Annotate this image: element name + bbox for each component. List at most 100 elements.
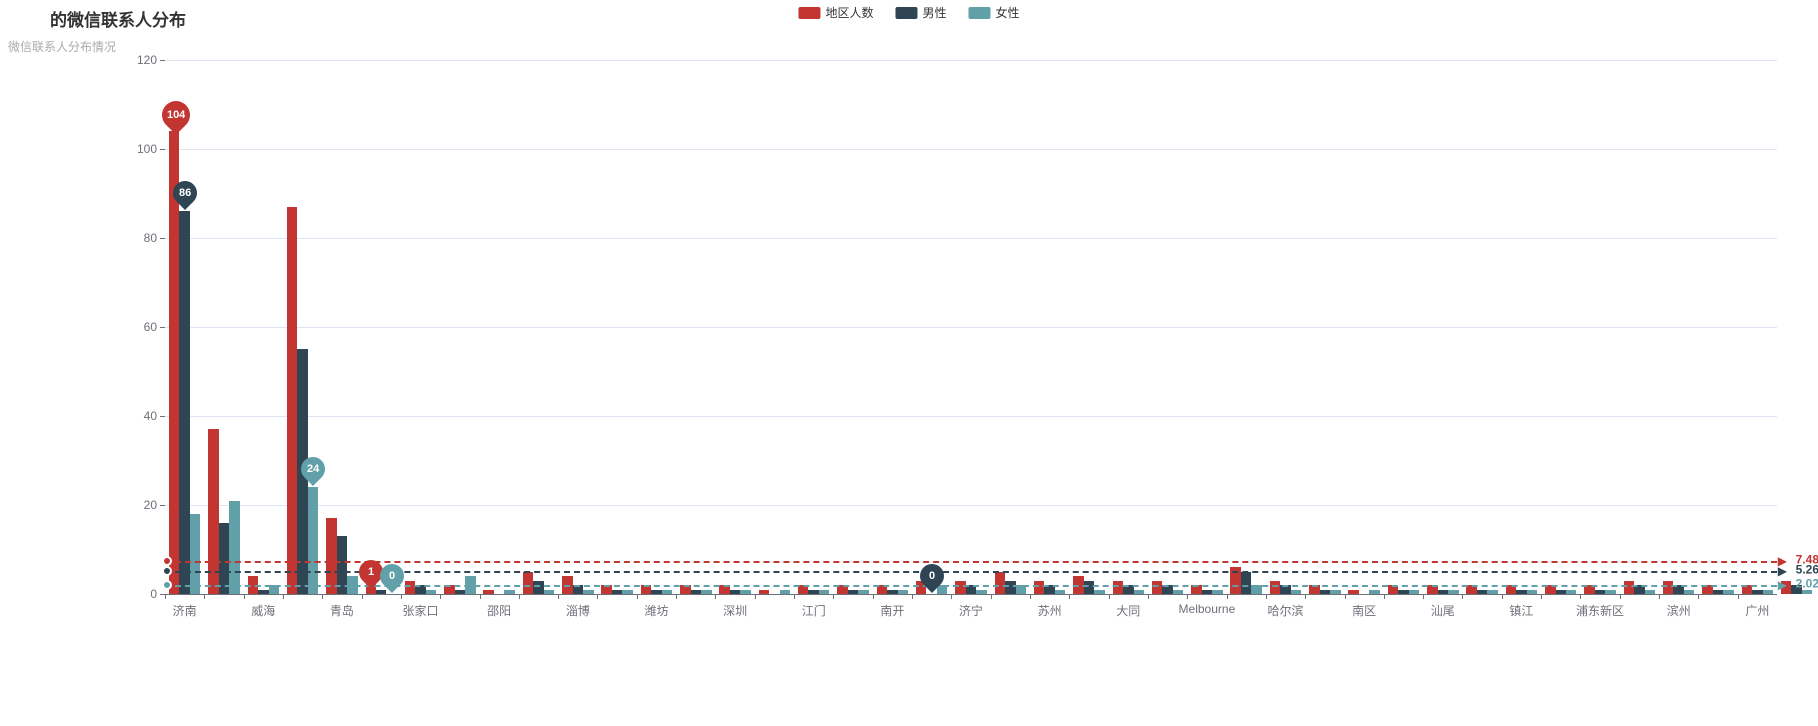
x-tick-label: 广州	[1745, 594, 1769, 619]
bar[interactable]	[1270, 581, 1280, 594]
x-tick-mark	[244, 594, 245, 599]
legend-item-1[interactable]: 男性	[895, 4, 946, 21]
x-tick-mark	[1541, 594, 1542, 599]
x-tick-label: 南区	[1352, 594, 1376, 619]
gridline	[165, 149, 1777, 150]
gridline	[165, 505, 1777, 506]
x-tick-label: 哈尔滨	[1268, 594, 1304, 619]
y-tick-label: 20	[144, 498, 165, 512]
x-tick-mark	[991, 594, 992, 599]
bar[interactable]	[1624, 581, 1634, 594]
legend-item-0[interactable]: 地区人数	[798, 4, 873, 21]
x-tick-mark	[715, 594, 716, 599]
bar[interactable]	[326, 518, 336, 594]
bar[interactable]	[995, 572, 1005, 594]
bar[interactable]	[1487, 590, 1497, 594]
x-tick-mark	[951, 594, 952, 599]
bar[interactable]	[1409, 590, 1419, 594]
bar[interactable]	[229, 501, 239, 594]
bar[interactable]	[190, 514, 200, 594]
x-tick-label: 江门	[802, 594, 826, 619]
bar[interactable]	[308, 487, 318, 594]
x-tick-label: 威海	[251, 594, 275, 619]
bar[interactable]	[208, 429, 218, 594]
x-tick-mark	[1423, 594, 1424, 599]
bar[interactable]	[701, 590, 711, 594]
bar[interactable]	[612, 590, 622, 594]
bar[interactable]	[287, 207, 297, 594]
bar[interactable]	[1320, 590, 1330, 594]
bar[interactable]	[759, 590, 769, 594]
legend-label: 男性	[922, 4, 946, 21]
x-tick-mark	[833, 594, 834, 599]
bar[interactable]	[523, 572, 533, 594]
x-tick-mark	[1345, 594, 1346, 599]
x-tick-label: 南开	[880, 594, 904, 619]
bar[interactable]	[1398, 590, 1408, 594]
x-tick-mark	[597, 594, 598, 599]
bar[interactable]	[455, 590, 465, 594]
legend-label: 地区人数	[825, 4, 873, 21]
x-tick-label: 济宁	[959, 594, 983, 619]
x-tick-mark	[1109, 594, 1110, 599]
gridline	[165, 416, 1777, 417]
mark-line-label: 5.26	[1796, 562, 1818, 576]
x-tick-label: 汕尾	[1431, 594, 1455, 619]
bar[interactable]	[1723, 590, 1733, 594]
legend-item-2[interactable]: 女性	[969, 4, 1020, 21]
bar[interactable]	[622, 590, 632, 594]
bar[interactable]	[1477, 590, 1487, 594]
x-tick-mark	[1305, 594, 1306, 599]
bar[interactable]	[1713, 590, 1723, 594]
x-tick-mark	[1462, 594, 1463, 599]
bar[interactable]	[1094, 590, 1104, 594]
bar[interactable]	[848, 590, 858, 594]
bar[interactable]	[858, 590, 868, 594]
bar[interactable]	[1084, 581, 1094, 594]
mark-line	[165, 585, 1777, 587]
bar[interactable]	[1645, 590, 1655, 594]
gridline	[165, 238, 1777, 239]
mark-point-pin: 24	[301, 457, 325, 487]
x-tick-label: 深圳	[723, 594, 747, 619]
x-tick-mark	[1659, 594, 1660, 599]
x-tick-mark	[873, 594, 874, 599]
x-tick-mark	[362, 594, 363, 599]
chart-title: 的微信联系人分布	[50, 6, 186, 31]
bar[interactable]	[1566, 590, 1576, 594]
x-tick-mark	[165, 594, 166, 599]
x-tick-label: 镇江	[1509, 594, 1533, 619]
chart-subtitle: 微信联系人分布情况	[8, 38, 116, 55]
bar[interactable]	[1113, 581, 1123, 594]
bar[interactable]	[691, 590, 701, 594]
bar[interactable]	[533, 581, 543, 594]
bar[interactable]	[1241, 572, 1251, 594]
x-tick-mark	[1030, 594, 1031, 599]
bar[interactable]	[544, 590, 554, 594]
x-tick-label: 大同	[1116, 594, 1140, 619]
x-tick-mark	[440, 594, 441, 599]
bar[interactable]	[1663, 581, 1673, 594]
x-tick-label: 邵阳	[487, 594, 511, 619]
bar[interactable]	[955, 581, 965, 594]
y-tick-label: 60	[144, 320, 165, 334]
bar[interactable]	[1005, 581, 1015, 594]
x-tick-label: Melbourne	[1179, 594, 1236, 616]
bar[interactable]	[780, 590, 790, 594]
bar[interactable]	[405, 581, 415, 594]
x-tick-mark	[283, 594, 284, 599]
mark-point-pin: 0	[920, 564, 944, 594]
mark-line-arrow-icon: ▶	[1778, 578, 1787, 592]
bar[interactable]	[1330, 590, 1340, 594]
x-tick-label: 淄博	[566, 594, 590, 619]
bar[interactable]	[1152, 581, 1162, 594]
x-tick-label: 潍坊	[644, 594, 668, 619]
mark-line	[165, 571, 1777, 573]
bar[interactable]	[1034, 581, 1044, 594]
x-tick-mark	[637, 594, 638, 599]
y-tick-label: 100	[137, 142, 165, 156]
bar[interactable]	[1556, 590, 1566, 594]
bar[interactable]	[219, 523, 229, 594]
x-tick-mark	[755, 594, 756, 599]
bar[interactable]	[179, 211, 189, 594]
